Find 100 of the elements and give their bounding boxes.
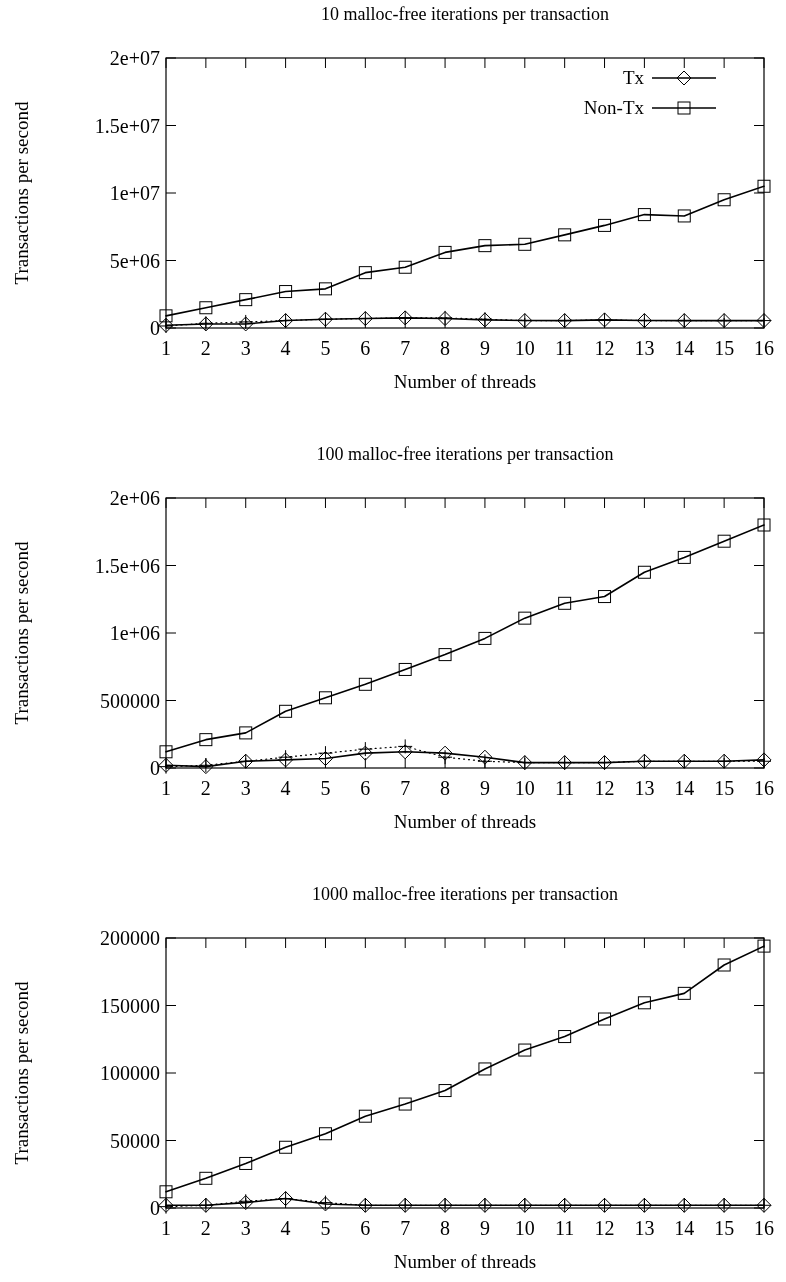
point [677,209,691,223]
y-tick-label: 0 [150,317,160,339]
x-tick-label: 6 [360,777,371,799]
point [438,1084,452,1098]
x-tick-label: 9 [479,1217,490,1239]
point [757,939,771,953]
x-tick-label: 9 [479,337,490,359]
x-tick-label: 12 [594,777,615,799]
point [478,1062,492,1076]
point [318,691,332,705]
y-tick-label: 500000 [100,689,160,712]
y-tick-label: 100000 [100,1062,160,1084]
point [318,1127,332,1141]
point [279,704,293,718]
x-tick-label: 16 [754,1217,774,1239]
y-axis-title: Transactions per second [11,101,32,285]
point [279,285,293,299]
y-tick-label: 200000 [100,927,160,949]
point [677,550,691,564]
x-tick-label: 3 [240,337,251,359]
y-tick-label: 1.5e+07 [94,114,160,137]
point [159,745,173,759]
x-tick-label: 12 [594,337,615,359]
point [437,745,453,761]
x-tick-label: 5 [320,337,331,359]
x-axis-title: Number of threads [393,811,537,832]
x-tick-label: 10 [514,337,535,359]
x-tick-label: 1 [161,337,171,359]
point [358,677,372,691]
x-tick-label: 12 [594,1217,615,1239]
x-tick-label: 2 [200,337,211,359]
point [358,266,372,280]
point [518,237,532,251]
point [518,611,532,625]
point [159,309,173,323]
x-tick-label: 10 [514,1217,535,1239]
x-tick-label: 5 [320,1217,331,1239]
point [478,239,492,253]
x-tick-label: 16 [754,777,774,799]
point [477,749,493,765]
point [717,193,731,207]
point [398,1097,412,1111]
point [598,1012,612,1026]
y-tick-label: 1e+07 [109,182,160,204]
point [717,958,731,972]
y-tick-label: 2e+06 [109,487,160,509]
point [598,218,612,232]
x-tick-label: 8 [440,1217,451,1239]
x-tick-label: 13 [634,777,655,799]
x-tick-label: 14 [674,777,695,799]
x-tick-label: 1 [161,1217,171,1239]
point [438,245,452,259]
x-tick-label: 7 [400,1217,411,1239]
chart-title: 100 malloc-free iterations per transaction [316,444,614,464]
point [598,590,612,604]
point [637,996,651,1010]
x-tick-label: 15 [714,1217,735,1239]
point [239,293,253,307]
x-tick-label: 14 [674,1217,695,1239]
x-tick-label: 8 [440,777,451,799]
point [637,565,651,579]
y-tick-label: 1e+06 [109,622,160,644]
x-tick-label: 15 [714,777,735,799]
point [398,260,412,274]
y-axis-title: Transactions per second [11,541,32,725]
point [199,733,213,747]
point [558,1030,572,1044]
x-tick-label: 10 [514,777,535,799]
y-tick-label: 2e+07 [109,47,160,69]
point [637,208,651,222]
point [358,1109,372,1123]
point [558,596,572,610]
x-tick-label: 5 [320,777,331,799]
point [239,726,253,740]
y-tick-label: 150000 [100,994,160,1017]
x-tick-label: 6 [360,1217,371,1239]
y-tick-label: 50000 [110,1129,160,1152]
point [317,751,333,767]
point [199,301,213,315]
x-tick-label: 6 [360,337,371,359]
point [437,749,453,765]
y-tick-label: 1.5e+06 [94,554,160,577]
x-tick-label: 11 [555,777,575,799]
chart-title: 1000 malloc-free iterations per transaction [312,884,618,904]
point [199,1171,213,1185]
x-tick-label: 15 [714,337,735,359]
x-tick-label: 13 [634,1217,655,1239]
legend-label: Tx [622,67,645,88]
x-axis-title: Number of threads [393,371,537,392]
x-tick-label: 9 [479,777,490,799]
point [317,745,333,761]
point [438,648,452,662]
point [558,228,572,242]
x-tick-label: 13 [634,337,655,359]
x-tick-label: 11 [555,337,575,359]
x-tick-label: 4 [280,1217,291,1239]
point [757,518,771,532]
point [397,744,413,760]
x-tick-label: 4 [280,777,291,799]
y-tick-label: 0 [150,1197,160,1219]
